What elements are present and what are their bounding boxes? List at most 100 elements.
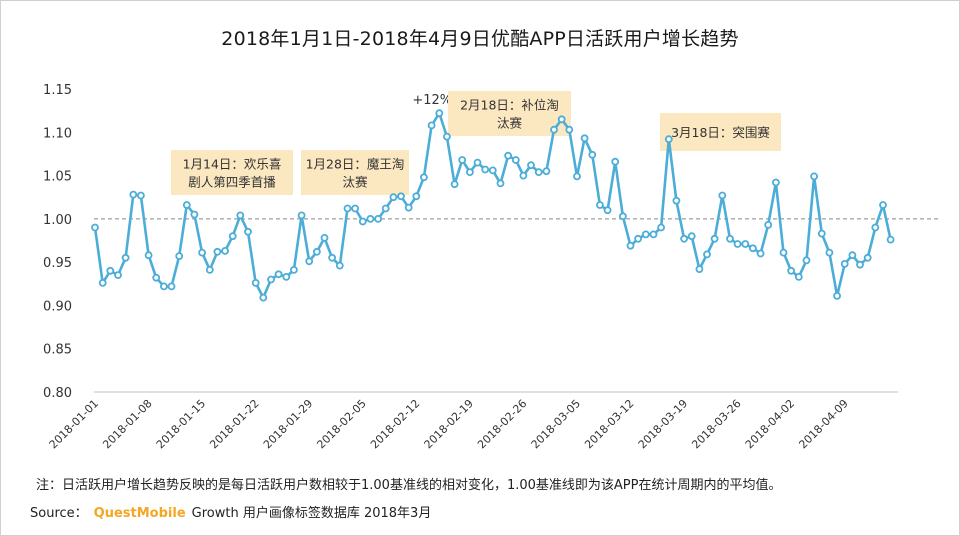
data-point <box>136 191 145 200</box>
x-tick-label: 2018-04-02 <box>743 397 797 451</box>
x-tick-label: 2018-01-15 <box>154 397 208 451</box>
data-point <box>871 223 880 232</box>
data-point <box>596 201 604 209</box>
data-point <box>879 201 887 209</box>
data-point <box>511 156 520 164</box>
data-point <box>649 230 658 239</box>
source-suffix: Growth 用户画像标签数据库 2018年3月 <box>191 506 432 521</box>
y-tick-label: 0.95 <box>43 256 72 271</box>
data-point <box>335 261 344 270</box>
x-tick-label: 2018-01-29 <box>261 397 315 451</box>
y-tick-label: 0.80 <box>43 386 72 401</box>
data-point <box>182 201 191 209</box>
data-point <box>550 125 558 134</box>
data-point <box>190 210 199 219</box>
data-point <box>221 246 230 255</box>
data-point <box>641 230 650 239</box>
y-tick-label: 1.05 <box>43 170 72 185</box>
data-point <box>473 158 482 167</box>
data-point <box>91 223 99 232</box>
data-point <box>305 257 314 266</box>
data-point <box>167 282 176 291</box>
annotation-text: 2月18日：补位淘 <box>460 98 559 113</box>
data-point <box>565 125 574 134</box>
data-point <box>496 179 505 188</box>
data-point <box>825 248 834 257</box>
data-point <box>114 271 122 280</box>
x-tick-label: 2018-03-12 <box>582 397 636 451</box>
data-point <box>710 234 719 243</box>
data-point <box>251 278 260 287</box>
data-point <box>442 132 451 141</box>
chart-title: 2018年1月1日-2018年4月9日优酷APP日活跃用户增长趋势 <box>221 28 739 50</box>
data-point <box>450 180 459 189</box>
x-tick-label: 2018-03-05 <box>529 397 583 451</box>
data-point <box>374 214 383 223</box>
data-point <box>465 168 474 177</box>
annotation-text: 1月14日：欢乐喜 <box>183 157 282 172</box>
x-tick-label: 2018-02-12 <box>368 397 422 451</box>
data-point <box>366 214 375 223</box>
data-point <box>412 192 421 201</box>
data-point <box>817 229 826 238</box>
data-point <box>504 151 513 160</box>
data-point <box>121 253 130 262</box>
data-point <box>542 167 551 176</box>
data-point <box>764 220 773 229</box>
data-point <box>733 240 742 248</box>
annotation-text: 3月18日：突围赛 <box>671 125 770 140</box>
data-point <box>228 232 237 241</box>
data-point <box>404 203 413 212</box>
data-point <box>320 233 329 242</box>
data-point <box>144 251 153 260</box>
data-point <box>236 211 245 220</box>
data-point <box>557 115 566 124</box>
data-point <box>672 196 681 205</box>
data-point <box>787 266 795 275</box>
data-point <box>626 241 635 250</box>
data-point <box>856 260 864 269</box>
data-point <box>573 172 581 181</box>
x-tick-label: 2018-03-19 <box>636 397 690 451</box>
x-tick-label: 2018-03-26 <box>689 397 743 451</box>
annotation-text: 1月28日：魔王淘 <box>306 157 405 172</box>
data-point <box>427 121 436 130</box>
data-point <box>749 244 757 253</box>
data-point <box>611 157 620 166</box>
y-tick-label: 0.90 <box>43 299 72 314</box>
data-point <box>328 253 337 262</box>
data-point <box>213 247 222 256</box>
data-point <box>687 232 696 241</box>
source-line: Source： QuestMobile Growth 用户画像标签数据库 2018年… <box>30 502 431 521</box>
data-point <box>718 191 727 200</box>
y-tick-label: 0.85 <box>43 343 72 358</box>
annotation-box <box>660 113 781 151</box>
data-point <box>282 272 291 281</box>
x-tick-label: 2018-01-22 <box>207 397 261 451</box>
data-point <box>274 270 283 279</box>
data-point <box>289 265 298 274</box>
source-brand: QuestMobile <box>93 506 186 521</box>
data-point <box>358 217 367 226</box>
footnote: 注：日活跃用户增长趋势反映的是每日活跃用户数相较于1.00基准线的相对变化，1.… <box>36 478 782 493</box>
data-point <box>106 266 115 275</box>
data-point <box>98 278 107 287</box>
data-point <box>833 291 841 300</box>
data-point <box>886 235 895 244</box>
annotation-text: 剧人第四季首播 <box>188 175 276 190</box>
data-point <box>205 265 214 274</box>
data-point <box>312 247 321 256</box>
data-point <box>129 190 138 199</box>
series <box>91 109 895 302</box>
data-point <box>527 161 535 170</box>
data-point <box>680 234 688 243</box>
x-tick-label: 2018-02-19 <box>422 397 476 451</box>
data-point <box>397 192 405 201</box>
data-point <box>772 178 780 187</box>
data-point <box>244 227 252 236</box>
data-point <box>343 204 352 213</box>
source-prefix: Source： <box>30 506 88 521</box>
data-point <box>603 206 612 215</box>
data-point <box>389 193 398 202</box>
